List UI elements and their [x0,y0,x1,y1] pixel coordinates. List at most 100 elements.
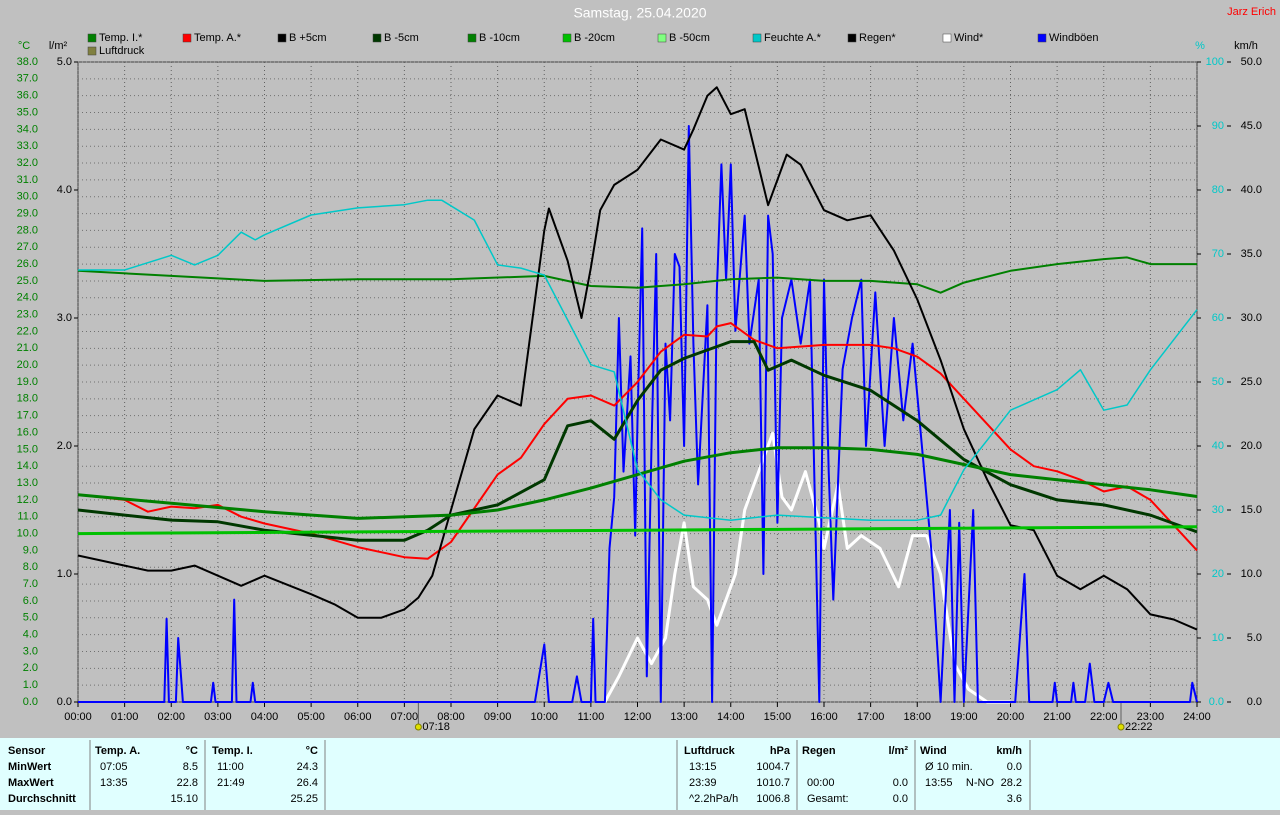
y-tick-label: 4.0 [23,629,38,641]
x-tick-label: 01:00 [111,711,139,723]
y4-unit: km/h [1234,40,1258,52]
x-tick-label: 07:00 [391,711,419,723]
y-tick-label: 19.0 [17,376,38,388]
cell-time: 11:00 [217,761,244,773]
x-tick-label: 06:00 [344,711,372,723]
x-tick-label: 21:00 [1043,711,1071,723]
y-tick-label: 13.0 [17,477,38,489]
x-tick-label: 00:00 [64,711,92,723]
y-tick-label: 34.0 [17,123,38,135]
cell-value: 25.25 [290,793,318,805]
x-tick-label: 12:00 [624,711,652,723]
legend-label: B -10cm [479,32,520,44]
event-label: 22:22 [1125,721,1153,733]
series-line [77,525,1198,536]
y-tick-label: 32.0 [17,157,38,169]
group-unit: °C [186,745,198,757]
x-tick-label: 13:00 [670,711,698,723]
y4-tick-label: 15.0 [1241,504,1262,516]
cell-text: N-NO [966,777,995,789]
x-tick-label: 03:00 [204,711,232,723]
legend-swatch [847,33,857,43]
y4-tick-label: 45.0 [1241,120,1262,132]
x-tick-label: 11:00 [578,711,605,723]
y-tick-label: 12.0 [17,494,38,506]
y-tick-label: 7.0 [23,578,38,590]
cell-time: 21:49 [217,777,245,789]
y-tick-label: 10.0 [17,527,38,539]
y4-tick-label: 0.0 [1247,696,1262,708]
y4-tick-label: 20.0 [1241,440,1262,452]
y2-tick-label: 5.0 [57,56,72,68]
y2-tick-label: 3.0 [57,312,72,324]
y-tick-label: 3.0 [23,645,38,657]
row-label: Durchschnitt [8,793,76,805]
x-tick-label: 23:00 [1137,711,1165,723]
y-tick-label: 28.0 [17,224,38,236]
row-label: MinWert [8,761,52,773]
y-tick-label: 8.0 [23,561,38,573]
y3-tick-label: 100 [1206,56,1224,68]
series-line [77,446,1198,520]
x-tick-label: 10:00 [530,711,558,723]
series-line [77,86,1198,631]
y3-tick-label: 70 [1212,248,1224,260]
cell-time: 13:55 [925,777,953,789]
x-tick-label: 04:00 [251,711,279,723]
legend-label: B +5cm [289,32,327,44]
y-tick-label: 23.0 [17,309,38,321]
cell-value: 0.0 [893,793,908,805]
group-unit: l/m² [888,745,908,757]
y-tick-label: 20.0 [17,359,38,371]
event-label: 07:18 [422,721,450,733]
x-tick-label: 05:00 [297,711,325,723]
y-tick-label: 6.0 [23,595,38,607]
group-unit: °C [306,745,318,757]
y3-tick-label: 50 [1212,376,1224,388]
y-tick-label: 11.0 [17,511,38,523]
y3-tick-label: 80 [1212,184,1224,196]
y2-unit: l/m² [49,40,68,52]
cell-value: 0.0 [1007,761,1022,773]
legend-swatch [372,33,382,43]
cell-time: Ø 10 min. [925,761,973,773]
y-tick-label: 25.0 [17,275,38,287]
y2-tick-label: 4.0 [57,184,72,196]
series-line [77,340,1198,542]
cell-time: 13:35 [100,777,128,789]
cell-value: 8.5 [183,761,198,773]
cell-value: 1006.8 [756,793,790,805]
y2-tick-label: 0.0 [57,696,72,708]
y-tick-label: 22.0 [17,325,38,337]
x-tick-label: 17:00 [857,711,885,723]
x-tick-label: 14:00 [717,711,745,723]
y-tick-label: 35.0 [17,106,38,118]
y-tick-label: 27.0 [17,241,38,253]
group-header: Regen [802,745,836,757]
legend-label: Temp. A.* [194,32,242,44]
legend-swatch [277,33,287,43]
cell-time: 13:15 [689,761,717,773]
cell-value: 1010.7 [756,777,790,789]
legend-swatch [562,33,572,43]
y4-tick-label: 40.0 [1241,184,1262,196]
x-tick-label: 19:00 [950,711,978,723]
legend-swatch [467,33,477,43]
cell-value: 1004.7 [756,761,790,773]
y-tick-label: 9.0 [23,544,38,556]
group-header: Wind [920,745,947,757]
cell-value: 3.6 [1007,793,1022,805]
corner-label: Jarz Erich [1227,6,1276,18]
cell-value: 15.10 [170,793,198,805]
event-icon [1117,723,1125,731]
y3-tick-label: 20 [1212,568,1224,580]
legend-swatch [87,33,97,43]
legend-label: B -20cm [574,32,615,44]
x-tick-label: 15:00 [764,711,792,723]
y3-tick-label: 30 [1212,504,1224,516]
cell-time: 23:39 [689,777,717,789]
y-unit: °C [18,40,30,52]
legend-swatch [752,33,762,43]
